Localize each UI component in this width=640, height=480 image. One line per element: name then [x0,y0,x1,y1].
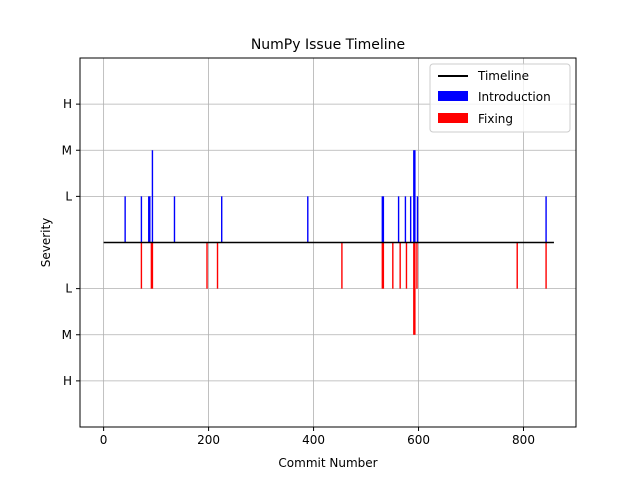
x-tick-label: 0 [100,433,108,447]
y-tick-label: M [62,143,72,157]
introduction-bar [397,196,400,243]
introduction-bar [151,150,154,243]
fixing-bar [140,242,143,289]
introduction-bar [545,196,547,243]
legend: Timeline Introduction Fixing [429,63,571,133]
y-tick-label: H [63,97,72,111]
introduction-bar [414,150,416,243]
fixing-bar [545,242,547,289]
introduction-bar [404,196,407,243]
legend-fixing-swatch [438,113,468,123]
introduction-bar [409,196,412,243]
introduction-bar [416,196,419,243]
introduction-bar [381,196,384,243]
introduction-bar [124,196,126,243]
legend-timeline-label: Timeline [477,69,529,83]
fixing-bar [341,242,343,289]
x-tick-label: 200 [197,433,220,447]
introduction-bar [221,196,223,243]
x-tick-label: 800 [512,433,535,447]
x-tick-label: 600 [407,433,430,447]
fixing-bar [416,242,418,289]
legend-introduction-swatch [438,91,468,101]
introduction-bar [148,196,150,243]
fixing-bar [392,242,394,289]
fixing-bar [382,242,385,289]
fixing-bar [413,242,415,335]
fixing-bar [206,242,208,289]
legend-introduction-label: Introduction [478,90,551,104]
introduction-bar [382,196,385,243]
introduction-bar [149,196,151,243]
y-tick-label: L [65,282,72,296]
fixing-bar [150,242,153,289]
introduction-bar [173,196,176,243]
y-tick-label: H [63,374,72,388]
x-axis-label: Commit Number [278,456,377,470]
introduction-bar [307,196,309,243]
fixing-bar [216,242,219,289]
bars-layer [124,150,547,335]
introduction-bar [413,150,415,243]
fixing-bar [381,242,384,289]
y-tick-label: L [65,189,72,203]
introduction-bar [140,196,143,243]
plot-frame [79,57,577,428]
fixing-bar [405,242,408,289]
fixing-bar [414,242,416,335]
y-tick-label: M [62,328,72,342]
x-tick-label: 400 [302,433,325,447]
y-axis-label: Severity [39,218,53,268]
ticks-layer: 0 200 400 600 800 H M L L M H [62,97,535,447]
fixing-bar [399,242,401,289]
fixing-bar [151,242,154,289]
chart-title: NumPy Issue Timeline [251,37,405,53]
legend-fixing-label: Fixing [478,112,513,126]
fixing-bar [516,242,518,289]
